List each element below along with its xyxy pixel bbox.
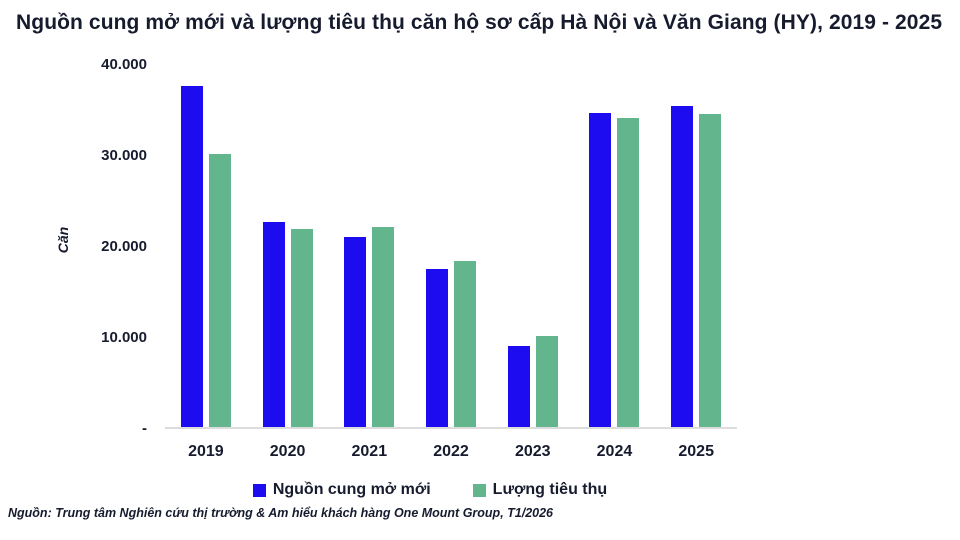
x-axis-label-2022: 2022 bbox=[433, 443, 469, 460]
bar-2019-supply bbox=[180, 86, 203, 427]
legend-swatch-green-icon bbox=[472, 483, 486, 497]
y-tick-label: 10.000 bbox=[101, 329, 147, 346]
bar-2019-consumption bbox=[208, 154, 231, 427]
source-note: Nguồn: Trung tâm Nghiên cứu thị trường &… bbox=[8, 506, 554, 520]
plot-area bbox=[165, 65, 737, 429]
y-axis-tick-labels: 40.000 30.000 20.000 10.000 - bbox=[60, 56, 147, 437]
legend-item-consumption: Lượng tiêu thụ bbox=[472, 481, 608, 499]
bar-group-2019 bbox=[165, 65, 247, 427]
legend-label-supply: Nguồn cung mở mới bbox=[272, 481, 431, 498]
x-axis-label-2024: 2024 bbox=[596, 443, 633, 460]
y-tick-label: 40.000 bbox=[101, 56, 147, 73]
bar-2022-consumption bbox=[454, 261, 477, 427]
legend-item-supply: Nguồn cung mở mới bbox=[252, 481, 431, 499]
x-axis-labels: 2019 2020 2021 2022 2023 2024 2025 bbox=[165, 443, 737, 461]
bar-2025-supply bbox=[671, 106, 694, 427]
bar-2023-supply bbox=[507, 346, 530, 427]
bar-2024-consumption bbox=[617, 118, 640, 427]
x-axis-label-2025: 2025 bbox=[678, 443, 714, 460]
bar-group-2023 bbox=[492, 65, 574, 427]
x-axis-label-2019: 2019 bbox=[188, 443, 224, 460]
bar-group-2025 bbox=[655, 65, 737, 427]
bar-2020-consumption bbox=[290, 229, 313, 427]
legend-label-consumption: Lượng tiêu thụ bbox=[492, 481, 608, 498]
bar-group-2024 bbox=[574, 65, 656, 427]
bar-group-2020 bbox=[247, 65, 329, 427]
bar-group-2021 bbox=[328, 65, 410, 427]
legend: Nguồn cung mở mới Lượng tiêu thụ bbox=[100, 481, 760, 499]
bar-2020-supply bbox=[262, 222, 285, 427]
legend-swatch-blue-icon bbox=[252, 483, 266, 497]
x-axis-label-2020: 2020 bbox=[269, 443, 306, 460]
bar-2025-consumption bbox=[699, 114, 722, 427]
bar-2023-consumption bbox=[535, 336, 558, 427]
bar-2024-supply bbox=[589, 113, 612, 427]
y-tick-label: 20.000 bbox=[101, 238, 147, 255]
bar-2021-consumption bbox=[372, 227, 395, 427]
chart-title: Nguồn cung mở mới và lượng tiêu thụ căn … bbox=[16, 11, 943, 34]
x-axis-label-2021: 2021 bbox=[351, 443, 388, 460]
y-tick-label: 30.000 bbox=[101, 147, 147, 164]
y-tick-label: - bbox=[142, 420, 147, 437]
bar-2022-supply bbox=[426, 269, 449, 427]
bar-2021-supply bbox=[344, 237, 367, 427]
bar-group-2022 bbox=[410, 65, 492, 427]
x-axis-label-2023: 2023 bbox=[514, 443, 551, 460]
